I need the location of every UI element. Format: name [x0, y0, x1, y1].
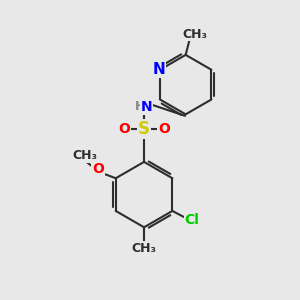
Text: O: O — [158, 122, 170, 136]
Text: Cl: Cl — [184, 213, 199, 227]
Text: CH₃: CH₃ — [182, 28, 207, 40]
Text: O: O — [92, 162, 104, 176]
Text: H: H — [134, 100, 145, 113]
Text: CH₃: CH₃ — [72, 149, 97, 162]
Text: N: N — [153, 62, 166, 77]
Text: S: S — [138, 120, 150, 138]
Text: O: O — [118, 122, 130, 136]
Text: CH₃: CH₃ — [132, 242, 157, 255]
Text: N: N — [141, 100, 152, 114]
